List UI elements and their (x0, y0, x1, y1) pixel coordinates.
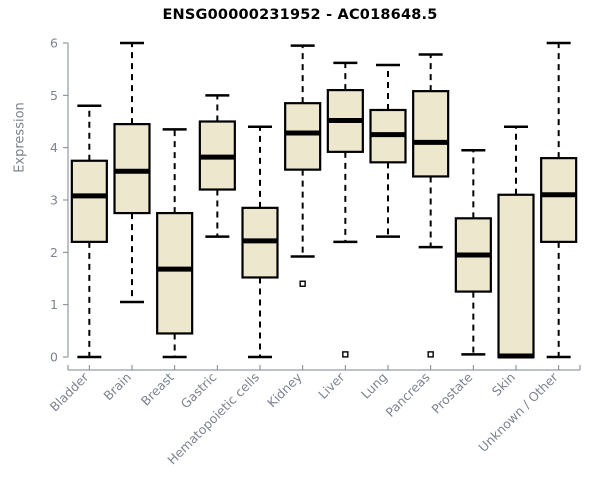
svg-text:0: 0 (50, 350, 58, 365)
x-tick-label: Liver (315, 369, 348, 402)
boxplot-box (156, 128, 194, 359)
svg-text:2: 2 (50, 245, 58, 260)
x-tick-label: Breast (138, 369, 177, 408)
boxplot-box (113, 41, 151, 304)
x-tick-label: Unknown / Other (475, 369, 561, 455)
x-tick-label: Prostate (428, 369, 475, 416)
x-tick-label: Kidney (264, 369, 305, 410)
svg-text:3: 3 (50, 193, 58, 208)
boxplot-box (198, 94, 236, 238)
boxplot-box (241, 125, 279, 359)
boxplot-box (497, 125, 535, 359)
boxplot-box (540, 41, 578, 359)
svg-text:1: 1 (50, 297, 58, 312)
boxplot-box (284, 44, 322, 287)
boxplot-box (369, 63, 407, 238)
boxplot-box (412, 53, 450, 358)
x-tick-label: Lung (358, 370, 390, 402)
x-tick-label: Brain (100, 370, 134, 404)
boxplot-box (70, 104, 108, 359)
page-title: ENSG00000231952 - AC018648.5 (162, 7, 438, 23)
x-axis (67, 365, 581, 371)
x-tick-label: Gastric (178, 369, 220, 411)
boxplot-box (454, 149, 492, 356)
x-tick-label: Bladder (47, 369, 92, 414)
y-axis: 0 1 2 3 4 5 6 (50, 36, 69, 365)
x-tick-label: Skin (489, 370, 518, 399)
svg-text:4: 4 (50, 140, 58, 155)
svg-text:6: 6 (50, 36, 58, 51)
svg-text:5: 5 (50, 88, 58, 103)
x-tick-label: Pancreas (382, 370, 432, 420)
box-series (70, 41, 578, 359)
boxplot-box (326, 61, 364, 358)
